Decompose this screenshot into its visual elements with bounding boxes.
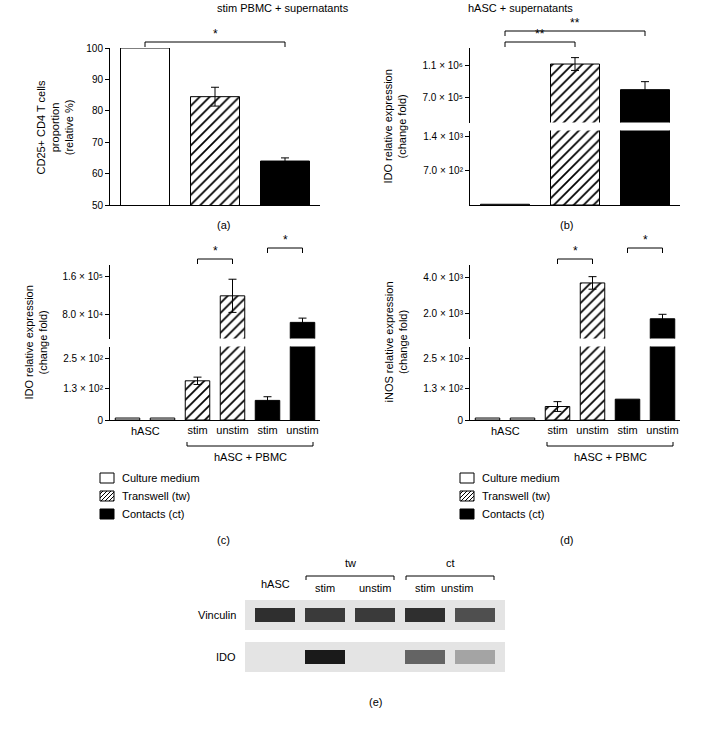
svg-text:hASC: hASC bbox=[131, 425, 160, 437]
svg-text:(c): (c) bbox=[217, 534, 230, 546]
svg-text:unstim: unstim bbox=[286, 424, 318, 436]
svg-text:iNOS relative expression(chang: iNOS relative expression(change fold) bbox=[383, 281, 409, 402]
svg-text:*: * bbox=[573, 244, 578, 258]
svg-text:Transwell (tw): Transwell (tw) bbox=[482, 490, 550, 502]
svg-text:1.4 × 10³: 1.4 × 10³ bbox=[423, 131, 463, 142]
svg-text:**: ** bbox=[535, 27, 545, 41]
svg-text:100: 100 bbox=[86, 43, 103, 54]
svg-text:stim: stim bbox=[547, 424, 567, 436]
svg-text:*: * bbox=[643, 233, 648, 247]
svg-text:4.0 × 10³: 4.0 × 10³ bbox=[423, 272, 463, 283]
svg-text:unstim: unstim bbox=[576, 424, 608, 436]
svg-text:hASC + PBMC: hASC + PBMC bbox=[574, 451, 647, 463]
svg-text:1.1 × 10⁶: 1.1 × 10⁶ bbox=[422, 60, 463, 71]
svg-text:(a): (a) bbox=[217, 219, 230, 231]
svg-text:90: 90 bbox=[92, 74, 104, 85]
svg-text:hASC: hASC bbox=[261, 578, 290, 590]
svg-text:stim: stim bbox=[617, 424, 637, 436]
svg-text:50: 50 bbox=[92, 200, 104, 211]
svg-text:(e): (e) bbox=[369, 696, 382, 708]
svg-text:Culture medium: Culture medium bbox=[122, 472, 200, 484]
svg-text:7.0 × 10²: 7.0 × 10² bbox=[423, 165, 463, 176]
svg-text:1.6 × 10⁵: 1.6 × 10⁵ bbox=[62, 271, 103, 282]
svg-text:*: * bbox=[283, 233, 288, 247]
svg-text:*: * bbox=[213, 27, 218, 41]
svg-text:(d): (d) bbox=[560, 534, 573, 546]
svg-text:unstim: unstim bbox=[646, 424, 678, 436]
svg-text:Contacts (ct): Contacts (ct) bbox=[482, 508, 544, 520]
svg-text:stim: stim bbox=[415, 582, 435, 594]
svg-text:0: 0 bbox=[97, 415, 103, 426]
svg-text:Culture medium: Culture medium bbox=[482, 472, 560, 484]
svg-text:Contacts (ct): Contacts (ct) bbox=[122, 508, 184, 520]
svg-text:2.5 × 10²: 2.5 × 10² bbox=[63, 353, 103, 364]
svg-text:*: * bbox=[213, 244, 218, 258]
svg-text:stim: stim bbox=[257, 424, 277, 436]
svg-text:2.5 × 10²: 2.5 × 10² bbox=[423, 353, 463, 364]
svg-text:CD25+ CD4 T cellsproportion(re: CD25+ CD4 T cellsproportion(relative %) bbox=[35, 80, 76, 175]
svg-text:1.3 × 10²: 1.3 × 10² bbox=[423, 383, 463, 394]
svg-text:unstim: unstim bbox=[216, 424, 248, 436]
svg-text:60: 60 bbox=[92, 168, 104, 179]
svg-text:0: 0 bbox=[457, 415, 463, 426]
svg-text:unstim: unstim bbox=[359, 582, 391, 594]
svg-text:IDO relative expression(change: IDO relative expression(change fold) bbox=[382, 69, 408, 183]
svg-text:IDO: IDO bbox=[216, 651, 236, 663]
svg-text:7.0 × 10⁵: 7.0 × 10⁵ bbox=[422, 92, 463, 103]
svg-text:Transwell (tw): Transwell (tw) bbox=[122, 490, 190, 502]
svg-text:Vinculin: Vinculin bbox=[198, 609, 236, 621]
svg-text:80: 80 bbox=[92, 105, 104, 116]
svg-text:2.0 × 10³: 2.0 × 10³ bbox=[423, 308, 463, 319]
svg-text:stim PBMC + supernatants: stim PBMC + supernatants bbox=[217, 2, 349, 14]
svg-text:**: ** bbox=[570, 16, 580, 30]
svg-text:tw: tw bbox=[345, 557, 356, 569]
svg-text:70: 70 bbox=[92, 137, 104, 148]
svg-text:hASC + supernatants: hASC + supernatants bbox=[468, 2, 573, 14]
svg-text:8.0 × 10⁴: 8.0 × 10⁴ bbox=[62, 309, 103, 320]
svg-text:ct: ct bbox=[446, 557, 455, 569]
svg-text:1.3 × 10²: 1.3 × 10² bbox=[63, 383, 103, 394]
svg-text:hASC: hASC bbox=[491, 425, 520, 437]
svg-text:hASC + PBMC: hASC + PBMC bbox=[214, 451, 287, 463]
svg-text:IDO relative expression(change: IDO relative expression(change fold) bbox=[23, 285, 49, 399]
svg-text:stim: stim bbox=[315, 582, 335, 594]
svg-text:stim: stim bbox=[187, 424, 207, 436]
svg-text:unstim: unstim bbox=[441, 582, 473, 594]
svg-text:(b): (b) bbox=[560, 219, 573, 231]
